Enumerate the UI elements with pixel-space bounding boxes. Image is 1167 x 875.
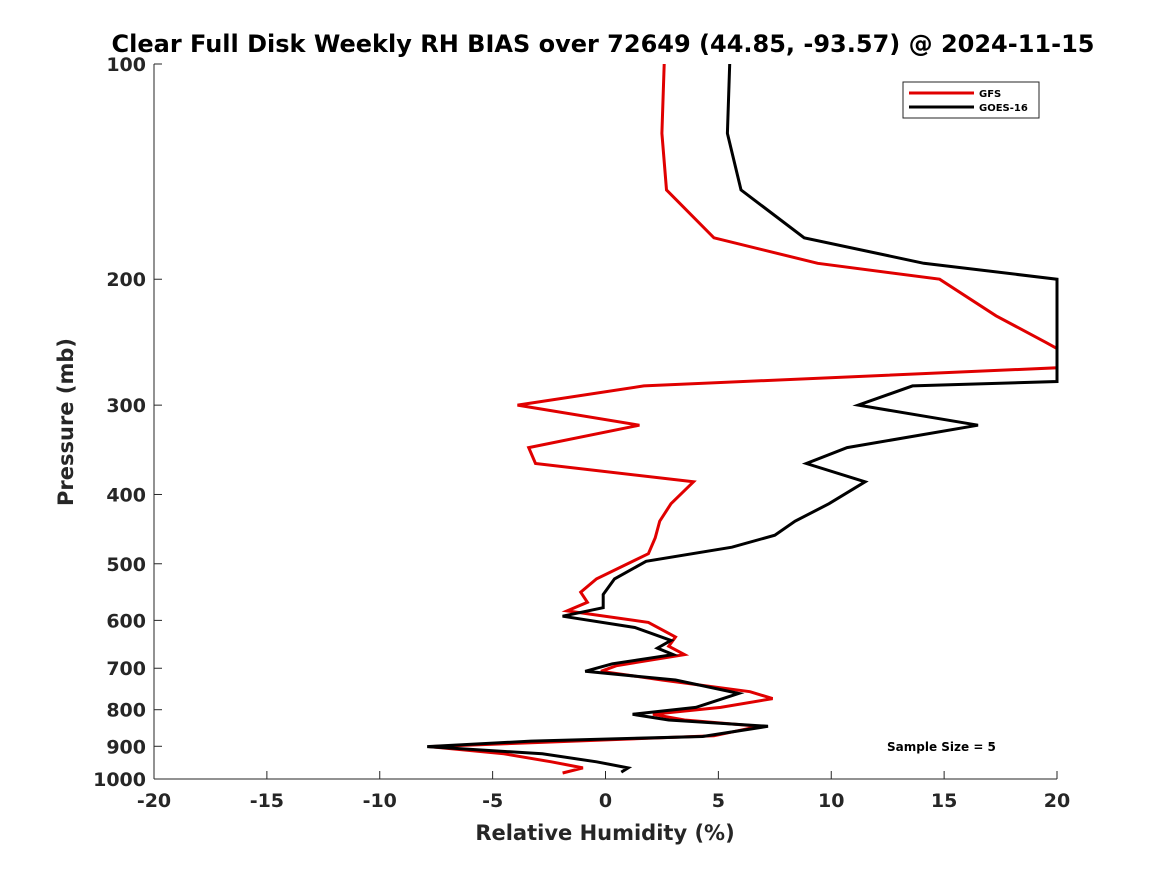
x-tick-label: -10 [363,790,397,812]
y-tick-label: 200 [106,269,146,291]
series-layer [427,63,1059,775]
sample-size-annotation: Sample Size = 5 [887,740,996,754]
x-tick-label: 20 [1044,790,1070,812]
series-line-goes-16 [427,63,1059,774]
legend-label-goes-16: GOES-16 [979,103,1028,114]
x-tick-label: 15 [931,790,957,812]
x-axis-label: Relative Humidity (%) [475,821,734,845]
y-tick-label: 500 [106,554,146,576]
legend-label-gfs: GFS [979,89,1001,100]
y-tick-label: 1000 [93,769,146,791]
legend-box [902,81,1040,119]
legend: GFS GOES-16 [902,81,1040,119]
y-tick-label: 700 [106,658,146,680]
x-tick-label: -15 [250,790,284,812]
x-tick-label: 0 [599,790,612,812]
x-tick-label: -20 [137,790,171,812]
y-tick-label: 900 [106,736,146,758]
y-tick-label: 300 [106,395,146,417]
plot-background [154,64,1057,779]
x-tick-label: 10 [818,790,844,812]
y-tick-label: 800 [106,700,146,722]
y-tick-label: 100 [106,54,146,76]
y-axis-ticks: 100 200 300 400 500 600 700 800 900 1000 [93,54,162,791]
x-tick-label: -5 [482,790,503,812]
y-tick-label: 600 [106,610,146,632]
y-axis-label: Pressure (mb) [54,338,78,506]
chart-title: Clear Full Disk Weekly RH BIAS over 7264… [112,30,1095,58]
y-tick-label: 400 [106,484,146,506]
x-tick-label: 5 [712,790,725,812]
x-axis-ticks: -20 -15 -10 -5 0 5 10 15 20 [137,771,1070,812]
plot-area [153,64,1057,780]
